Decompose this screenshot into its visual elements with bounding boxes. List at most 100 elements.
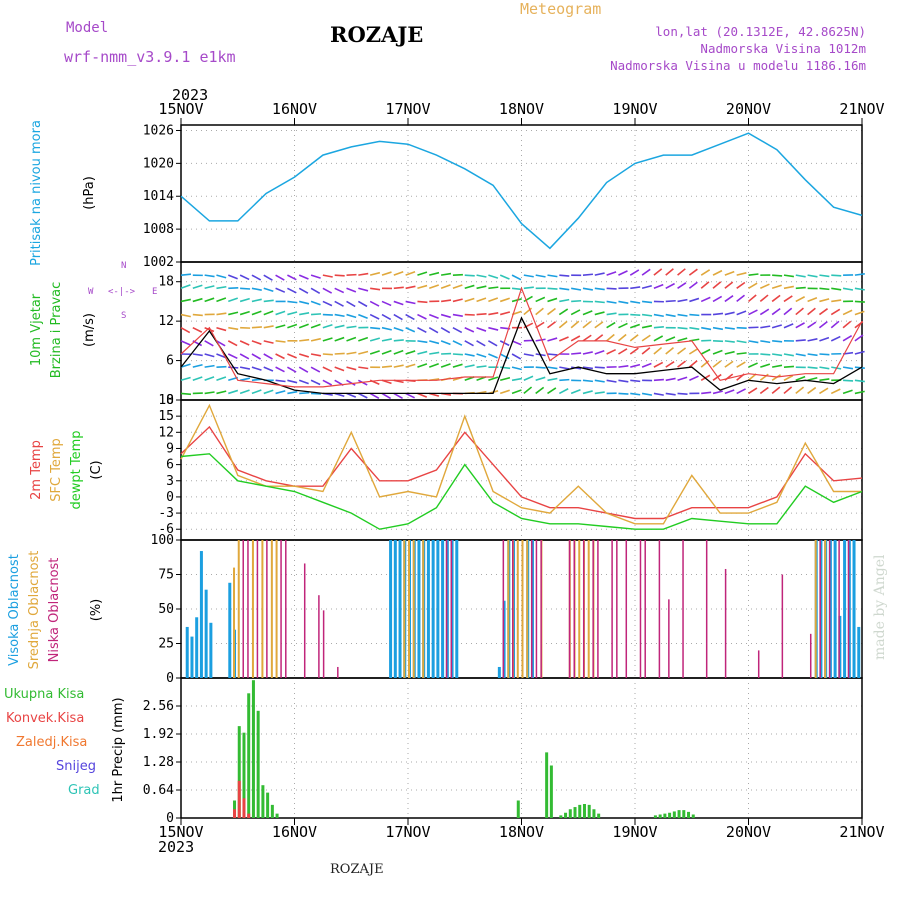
wind-arrow — [677, 298, 688, 303]
wind-arrow — [180, 284, 191, 290]
wind-arrow — [617, 333, 627, 342]
wind-arrow — [251, 366, 262, 371]
wind-arrow — [760, 363, 771, 368]
wind-arrow — [405, 350, 416, 355]
wind-arrow — [783, 353, 794, 357]
cloud-bar — [237, 540, 240, 678]
wind-arrow — [795, 322, 805, 329]
wind-arrow — [239, 377, 251, 382]
wind-arrow — [665, 313, 676, 318]
wind-arrow — [216, 297, 227, 303]
wind-arrow — [464, 274, 475, 277]
wind-arrow — [310, 379, 321, 386]
wind-arrow — [440, 340, 451, 346]
wind-arrow — [298, 274, 309, 280]
wind-compass-label: W — [88, 287, 94, 297]
wind-arrow — [322, 287, 333, 294]
wind-arrow — [180, 273, 192, 276]
wind-arrow — [818, 308, 829, 316]
wind-arrow — [299, 338, 310, 342]
wind-arrow — [653, 335, 664, 342]
wind-arrow — [582, 287, 593, 291]
wind-arrow — [783, 365, 795, 368]
wind-arrow — [228, 311, 239, 316]
wind-arrow — [216, 376, 227, 382]
wind-arrow — [500, 311, 511, 316]
wind-arrow — [476, 326, 487, 332]
cloud-bar — [228, 582, 232, 678]
wind-arrow — [772, 274, 783, 277]
wind-arrow — [724, 270, 735, 276]
wind-arrow — [476, 274, 487, 278]
precip-bar — [578, 804, 582, 818]
wind-arrow — [559, 366, 570, 370]
wind-arrow — [180, 363, 191, 368]
wind-arrow — [724, 360, 734, 368]
wind-arrow — [606, 348, 616, 355]
wind-arrow — [192, 376, 203, 382]
cloud-bar — [597, 540, 599, 678]
cloud-bar — [824, 540, 827, 678]
cloud-low-title: Niska Oblacnost — [47, 558, 62, 663]
wind-arrow — [287, 300, 298, 304]
cloud-series-2 — [242, 540, 850, 678]
wind-arrow — [358, 366, 369, 370]
wind-arrow — [641, 334, 651, 342]
wind-arrow — [771, 294, 781, 303]
wind-arrow — [653, 392, 664, 396]
precip-bar — [247, 693, 251, 818]
wind-arrow — [393, 392, 403, 399]
wind-arrow — [275, 390, 286, 395]
cloud-bar — [724, 568, 727, 678]
cloud-y-tick-label: 100 — [151, 533, 174, 548]
wind-arrow — [358, 350, 369, 355]
wind-unit: (m/s) — [82, 313, 97, 347]
wind-arrow — [558, 388, 569, 395]
wind-arrow — [523, 375, 534, 382]
wind-arrow — [298, 366, 309, 373]
wind-arrow — [712, 349, 723, 355]
wind-arrow — [819, 378, 830, 382]
wind-arrow — [748, 362, 758, 368]
wind-arrow — [677, 360, 687, 368]
wind-arrow — [653, 346, 663, 355]
wind-arrow — [712, 312, 724, 316]
wind-arrow — [665, 360, 675, 368]
temp-dewpt-line — [180, 453, 863, 530]
wind-arrow — [216, 353, 227, 359]
model-label: Model — [66, 20, 109, 36]
wind-arrow — [760, 325, 771, 329]
wind-arrow — [417, 271, 428, 276]
cloud-bar — [204, 589, 208, 678]
wind-title: 10m Vjetar — [29, 293, 44, 366]
wind-arrow — [228, 389, 239, 395]
wind-arrow — [310, 323, 321, 329]
wind-arrow — [263, 310, 274, 316]
wind-arrow — [547, 297, 558, 303]
wind-arrow — [346, 273, 357, 276]
wind-arrow — [594, 321, 604, 329]
wind-arrow — [310, 287, 321, 294]
cloud-bar — [819, 540, 821, 678]
wind-arrow — [452, 340, 463, 346]
cloud-bar — [847, 540, 850, 678]
wind-arrow — [393, 349, 404, 355]
x-tick-label-top: 16NOV — [272, 100, 317, 118]
wind-arrow — [180, 392, 192, 396]
cloud-bar — [233, 567, 236, 678]
cloud-bar — [809, 633, 812, 678]
wind-arrow — [618, 300, 629, 304]
precip-bar — [237, 726, 241, 818]
wind-arrow — [239, 366, 251, 370]
wind-arrow — [322, 337, 333, 342]
wind-arrow — [842, 389, 853, 395]
temperature-y-tick-label: 15 — [158, 409, 174, 424]
wind-arrow — [346, 379, 356, 386]
wind-arrow — [582, 351, 593, 355]
cloud-bar — [828, 540, 831, 678]
wind-arrow — [180, 313, 191, 318]
wind-arrow — [830, 308, 841, 316]
wind-arrow — [795, 296, 805, 303]
wind-arrow — [228, 326, 239, 331]
wind-arrow — [736, 340, 747, 344]
